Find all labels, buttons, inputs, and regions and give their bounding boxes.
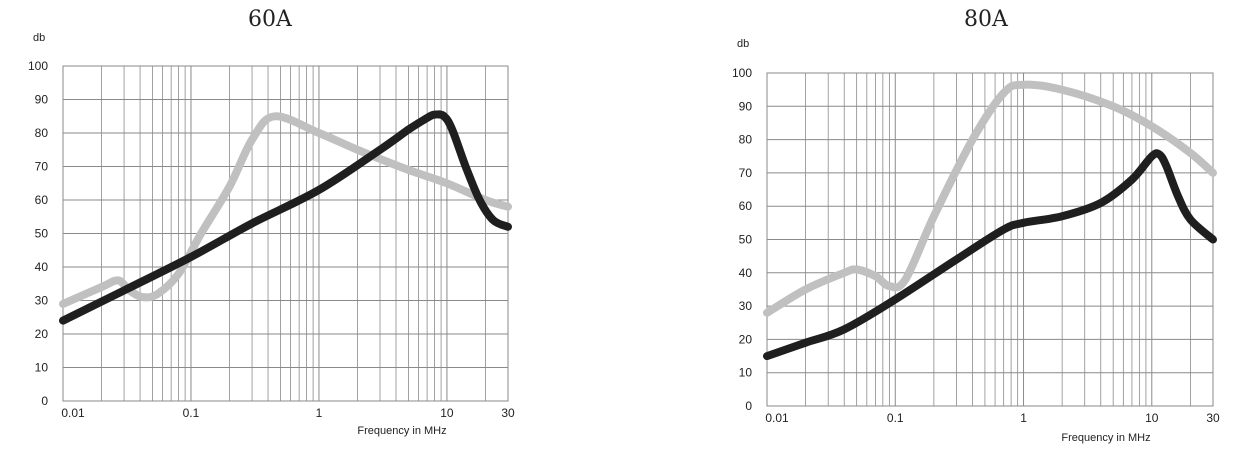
- series-line-1: [59, 110, 512, 325]
- y-tick-label: 80: [739, 133, 753, 147]
- x-tick-label: 10: [1145, 411, 1159, 425]
- x-tick-label: 1: [1020, 411, 1027, 425]
- chart-60a: 60A db Frequency in MHz 0 10 20 30 40 50 60 70 80 90…: [28, 7, 515, 437]
- y-tick-label: 40: [35, 260, 49, 274]
- x-tick-label: 30: [501, 406, 515, 420]
- y-tick-label: 40: [739, 266, 753, 280]
- y-tick-label: 30: [739, 299, 753, 313]
- y-tick-label: 0: [41, 394, 48, 408]
- y-tick-label: 30: [35, 294, 49, 308]
- x-axis-label: Frequency in MHz: [1061, 432, 1150, 444]
- x-tick-label: 1: [316, 406, 323, 420]
- x-tick-label: 0.01: [61, 406, 85, 420]
- x-tick-label: 0.01: [765, 411, 789, 425]
- y-tick-label: 70: [35, 160, 49, 174]
- x-tick-label: 0.1: [887, 411, 904, 425]
- y-tick-label: 90: [35, 93, 49, 107]
- chart-title: 80A: [964, 7, 1009, 32]
- y-axis-unit: db: [33, 32, 45, 44]
- chart-title: 60A: [248, 7, 293, 32]
- y-tick-label: 20: [35, 327, 49, 341]
- y-tick-label: 100: [732, 66, 752, 80]
- x-tick-label: 30: [1206, 411, 1220, 425]
- y-tick-label: 100: [28, 59, 48, 73]
- series-line-0: [763, 80, 1217, 317]
- x-tick-label: 10: [440, 406, 454, 420]
- y-tick-label: 80: [35, 126, 49, 140]
- y-tick-label: 20: [739, 332, 753, 346]
- chart-80a: 80A db Frequency in MHz 0 10 20 30 40 50 60 70 80 90…: [732, 7, 1220, 444]
- y-tick-label: 60: [35, 193, 49, 207]
- y-tick-label: 50: [739, 233, 753, 247]
- y-tick-label: 90: [739, 99, 753, 113]
- y-tick-label: 70: [739, 166, 753, 180]
- y-tick-label: 10: [739, 366, 753, 380]
- x-axis-label: Frequency in MHz: [357, 425, 446, 437]
- y-tick-label: 0: [745, 399, 752, 413]
- series-line-1: [763, 149, 1217, 361]
- x-tick-label: 0.1: [183, 406, 200, 420]
- y-tick-label: 50: [35, 227, 49, 241]
- y-tick-label: 10: [35, 361, 49, 375]
- y-tick-label: 60: [739, 199, 753, 213]
- y-axis-unit: db: [737, 38, 749, 50]
